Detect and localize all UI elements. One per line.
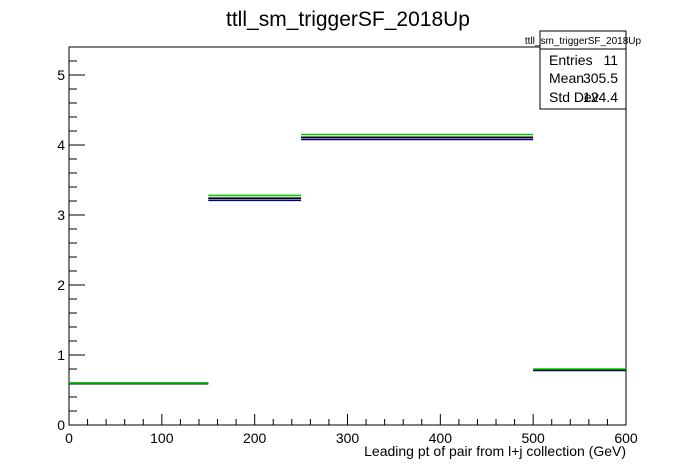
x-tick-label: 0 xyxy=(65,430,73,446)
histogram-series-3 xyxy=(69,133,626,384)
histogram-series xyxy=(69,133,626,385)
stats-entries-label: Entries xyxy=(549,52,593,68)
y-tick-labels: 0 1 2 3 4 5 xyxy=(57,67,65,433)
stats-stddev-value: 124.4 xyxy=(583,89,618,105)
y-tick-label: 3 xyxy=(57,207,65,223)
y-tick-label: 1 xyxy=(57,347,65,363)
x-tick-label: 300 xyxy=(336,430,360,446)
histogram-series-2 xyxy=(69,136,626,385)
stats-stddev-label: Std Dev xyxy=(549,89,599,105)
x-tick-label: 400 xyxy=(429,430,453,446)
y-tick-label: 4 xyxy=(57,137,65,153)
x-tick-label: 100 xyxy=(150,430,174,446)
stats-mean-value: 305.5 xyxy=(583,70,618,86)
axis-ticks xyxy=(68,46,627,426)
stats-box-frame xyxy=(539,30,627,110)
histogram-series-1 xyxy=(69,138,626,384)
x-tick-labels: 0 100 200 300 400 500 600 xyxy=(65,430,638,446)
stats-box-title: ttll_sm_triggerSF_2018Up xyxy=(525,36,642,47)
y-tick-label: 2 xyxy=(57,277,65,293)
x-tick-label: 600 xyxy=(614,430,638,446)
stats-mean-label: Mean xyxy=(549,70,584,86)
stats-entries-value: 11 xyxy=(603,52,618,68)
x-tick-label: 500 xyxy=(521,430,545,446)
y-tick-label: 5 xyxy=(57,67,65,83)
y-tick-label: 0 xyxy=(57,417,65,433)
chart-title: ttll_sm_triggerSF_2018Up xyxy=(226,8,470,31)
x-axis-label: Leading pt of pair from l+j collection (… xyxy=(364,443,626,459)
x-tick-label: 200 xyxy=(243,430,267,446)
stats-box: ttll_sm_triggerSF_2018Up Entries 11 Mean… xyxy=(525,30,642,110)
